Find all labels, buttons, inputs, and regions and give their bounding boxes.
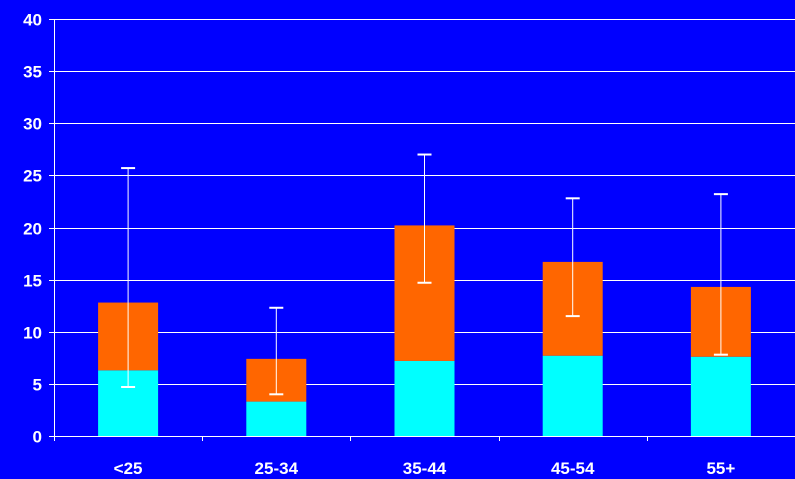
- axes: [49, 19, 795, 441]
- y-tick-label: 10: [23, 324, 42, 343]
- x-tick-label: 25-34: [255, 459, 299, 478]
- x-tick-labels: <25 25-34 35-44 45-54 55+: [114, 459, 736, 478]
- y-tick-label: 5: [33, 376, 42, 395]
- x-tick-label: 55+: [706, 459, 735, 478]
- x-tick-label: <25: [114, 459, 143, 478]
- y-tick-label: 25: [23, 167, 42, 186]
- bar-lower-segment: [690, 356, 751, 436]
- bar-lower-segment: [394, 360, 455, 436]
- y-tick-label: 20: [23, 220, 42, 239]
- x-tick-label: 35-44: [403, 459, 447, 478]
- bar-lower-segment: [246, 401, 307, 436]
- y-tick-label: 30: [23, 115, 42, 134]
- y-tick-label: 35: [23, 63, 42, 82]
- x-tick-label: 45-54: [551, 459, 595, 478]
- y-tick-label: 15: [23, 272, 42, 291]
- error-bars: [121, 153, 728, 396]
- y-tick-label: 40: [23, 11, 42, 30]
- y-tick-label: 0: [33, 428, 42, 447]
- y-tick-labels: 0 5 10 15 20 25 30 35 40: [23, 11, 42, 447]
- bar-lower-segment: [542, 355, 603, 436]
